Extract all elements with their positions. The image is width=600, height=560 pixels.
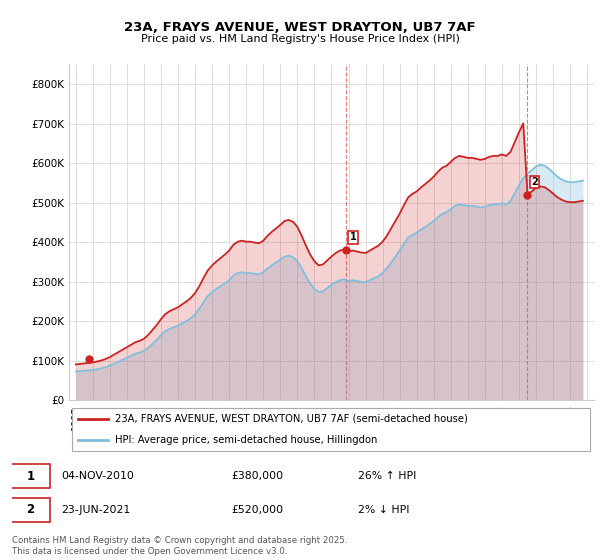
Text: Price paid vs. HM Land Registry's House Price Index (HPI): Price paid vs. HM Land Registry's House …: [140, 34, 460, 44]
Text: 2: 2: [26, 503, 34, 516]
Text: 1: 1: [26, 469, 34, 483]
Text: 23A, FRAYS AVENUE, WEST DRAYTON, UB7 7AF (semi-detached house): 23A, FRAYS AVENUE, WEST DRAYTON, UB7 7AF…: [115, 414, 468, 424]
Text: 04-NOV-2010: 04-NOV-2010: [61, 471, 134, 481]
Text: Contains HM Land Registry data © Crown copyright and database right 2025.
This d: Contains HM Land Registry data © Crown c…: [12, 536, 347, 556]
Text: 2% ↓ HPI: 2% ↓ HPI: [358, 505, 409, 515]
Text: 26% ↑ HPI: 26% ↑ HPI: [358, 471, 416, 481]
Text: £520,000: £520,000: [231, 505, 283, 515]
Text: 2: 2: [531, 177, 538, 187]
FancyBboxPatch shape: [71, 408, 590, 451]
Text: 1: 1: [350, 232, 356, 242]
Text: HPI: Average price, semi-detached house, Hillingdon: HPI: Average price, semi-detached house,…: [115, 435, 377, 445]
Text: 23-JUN-2021: 23-JUN-2021: [61, 505, 130, 515]
FancyBboxPatch shape: [11, 464, 50, 488]
FancyBboxPatch shape: [11, 498, 50, 521]
Text: £380,000: £380,000: [231, 471, 283, 481]
Text: 23A, FRAYS AVENUE, WEST DRAYTON, UB7 7AF: 23A, FRAYS AVENUE, WEST DRAYTON, UB7 7AF: [124, 21, 476, 34]
